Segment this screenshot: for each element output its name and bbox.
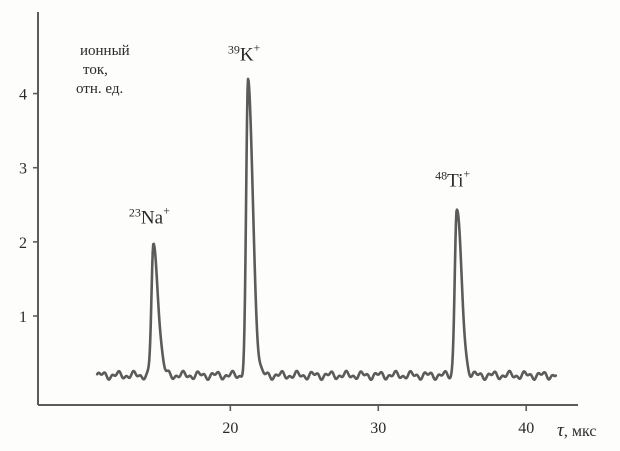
charge-sign: +	[463, 167, 470, 181]
mass-number: 23	[129, 206, 141, 220]
ion-current-trace	[95, 77, 558, 382]
element-symbol: K	[240, 44, 254, 65]
peak-label-na: 23Na+	[129, 204, 170, 229]
x-tick-label: 30	[370, 420, 386, 437]
x-tick-label: 40	[518, 420, 534, 437]
y-axis-label: ионный ток, отн. ед.	[76, 43, 133, 97]
mass-number: 39	[228, 42, 240, 56]
peak-label-ti: 48Ti+	[435, 167, 470, 192]
charge-sign: +	[254, 40, 261, 54]
x-tick-label: 20	[222, 420, 238, 437]
y-tick-label: 3	[19, 161, 27, 178]
x-axis-label: τ, мкс	[557, 420, 596, 441]
peak-labels: 23Na+39K+48Ti+	[129, 40, 470, 228]
x-axis-unit: , мкс	[564, 423, 597, 440]
y-tick-label: 4	[19, 87, 27, 104]
peak-label-k: 39K+	[228, 40, 261, 65]
y-axis-label-line-2: ток,	[83, 62, 108, 78]
y-tick-label: 2	[19, 235, 27, 252]
element-symbol: Na	[141, 208, 164, 229]
y-tick-label: 1	[19, 309, 27, 326]
x-axis-symbol: τ	[557, 420, 565, 441]
y-axis-label-line-1: ионный	[80, 43, 130, 59]
axes	[37, 12, 578, 406]
charge-sign: +	[163, 204, 170, 218]
y-axis-label-line-3: отн. ед.	[76, 81, 123, 97]
mass-number: 48	[435, 169, 447, 183]
element-symbol: Ti	[447, 171, 463, 192]
